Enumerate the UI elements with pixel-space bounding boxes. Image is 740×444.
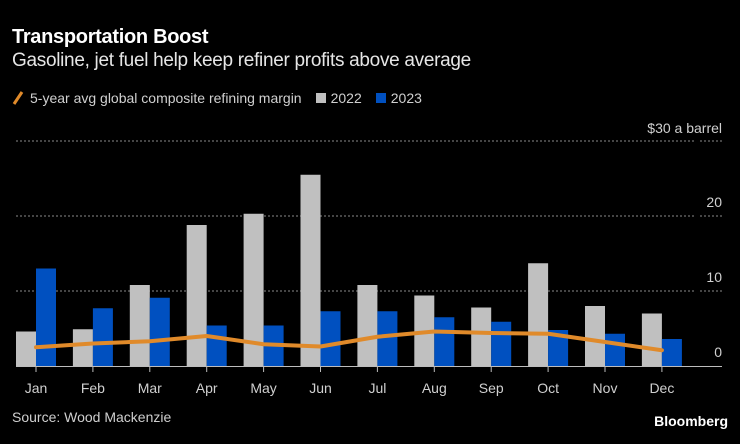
x-tick-label: Jan [25, 380, 48, 396]
bar-2022-oct [528, 263, 549, 366]
x-tick-label: Feb [81, 380, 105, 396]
x-tick-label: Jun [309, 380, 332, 396]
bar-2023-jun [320, 311, 341, 366]
x-tick-label: Sep [479, 380, 504, 396]
legend: 5-year avg global composite refining mar… [12, 90, 436, 106]
bar-2023-dec [661, 339, 682, 366]
bar-2023-apr [206, 325, 227, 366]
bar-2023-mar [149, 297, 170, 366]
legend-swatch-2023-icon [375, 93, 386, 103]
bar-2023-jul [377, 311, 398, 366]
bar-2022-apr [186, 225, 207, 366]
bar-2022-jun [300, 174, 321, 366]
bar-2022-jan [16, 331, 36, 366]
bar-2023-oct [548, 330, 569, 366]
y-axis: 0 10 20 $30 a barrel [647, 120, 722, 360]
source-note: Source: Wood Mackenzie [12, 409, 172, 425]
legend-swatch-2022-icon [315, 93, 326, 103]
bar-2022-dec [641, 313, 662, 366]
chart-title: Transportation Boost [12, 26, 209, 48]
bars [16, 174, 682, 366]
gridlines [16, 140, 722, 292]
bar-2023-nov [605, 333, 625, 366]
chart-subtitle: Gasoline, jet fuel help keep refiner pro… [12, 50, 471, 71]
avg-margin-line [34, 329, 664, 353]
x-tick-label: Mar [138, 380, 162, 396]
x-axis: Jan Feb Mar Apr May Jun Jul Aug Sep Oct Nov Dec [16, 366, 722, 396]
bar-2022-may [243, 213, 264, 366]
bloomberg-logo: Bloomberg [654, 413, 728, 429]
x-tick-label: Apr [196, 380, 218, 396]
bar-2023-feb [92, 308, 113, 366]
legend-label-2022: 2022 [330, 90, 362, 106]
x-tick-label: Dec [649, 380, 674, 396]
y-tick-label: 0 [714, 344, 722, 360]
x-tick-label: Aug [422, 380, 447, 396]
legend-line-swatch-icon [12, 91, 24, 105]
bar-2023-jan [36, 268, 56, 366]
x-tick-label: Jul [368, 380, 386, 396]
y-tick-label: 20 [706, 194, 722, 210]
bar-2022-mar [129, 285, 150, 366]
bar-2022-nov [585, 306, 605, 366]
bar-2022-feb [72, 329, 93, 366]
legend-item-2022: 2022 [315, 90, 362, 106]
y-tick-label: $30 a barrel [647, 120, 722, 136]
legend-item-2023: 2023 [375, 90, 422, 106]
legend-label-avg: 5-year avg global composite refining mar… [30, 90, 302, 106]
bar-2022-jul [357, 285, 378, 366]
x-tick-label: Nov [593, 380, 618, 396]
x-tick-label: Oct [537, 380, 559, 396]
bar-2023-aug [434, 317, 455, 366]
bar-2023-sep [491, 321, 512, 366]
bar-2022-sep [471, 307, 492, 366]
x-tick-label: May [250, 380, 276, 396]
avg-line [34, 329, 664, 353]
legend-label-2023: 2023 [390, 90, 422, 106]
y-tick-label: 10 [706, 269, 722, 285]
legend-item-avg: 5-year avg global composite refining mar… [12, 90, 302, 106]
